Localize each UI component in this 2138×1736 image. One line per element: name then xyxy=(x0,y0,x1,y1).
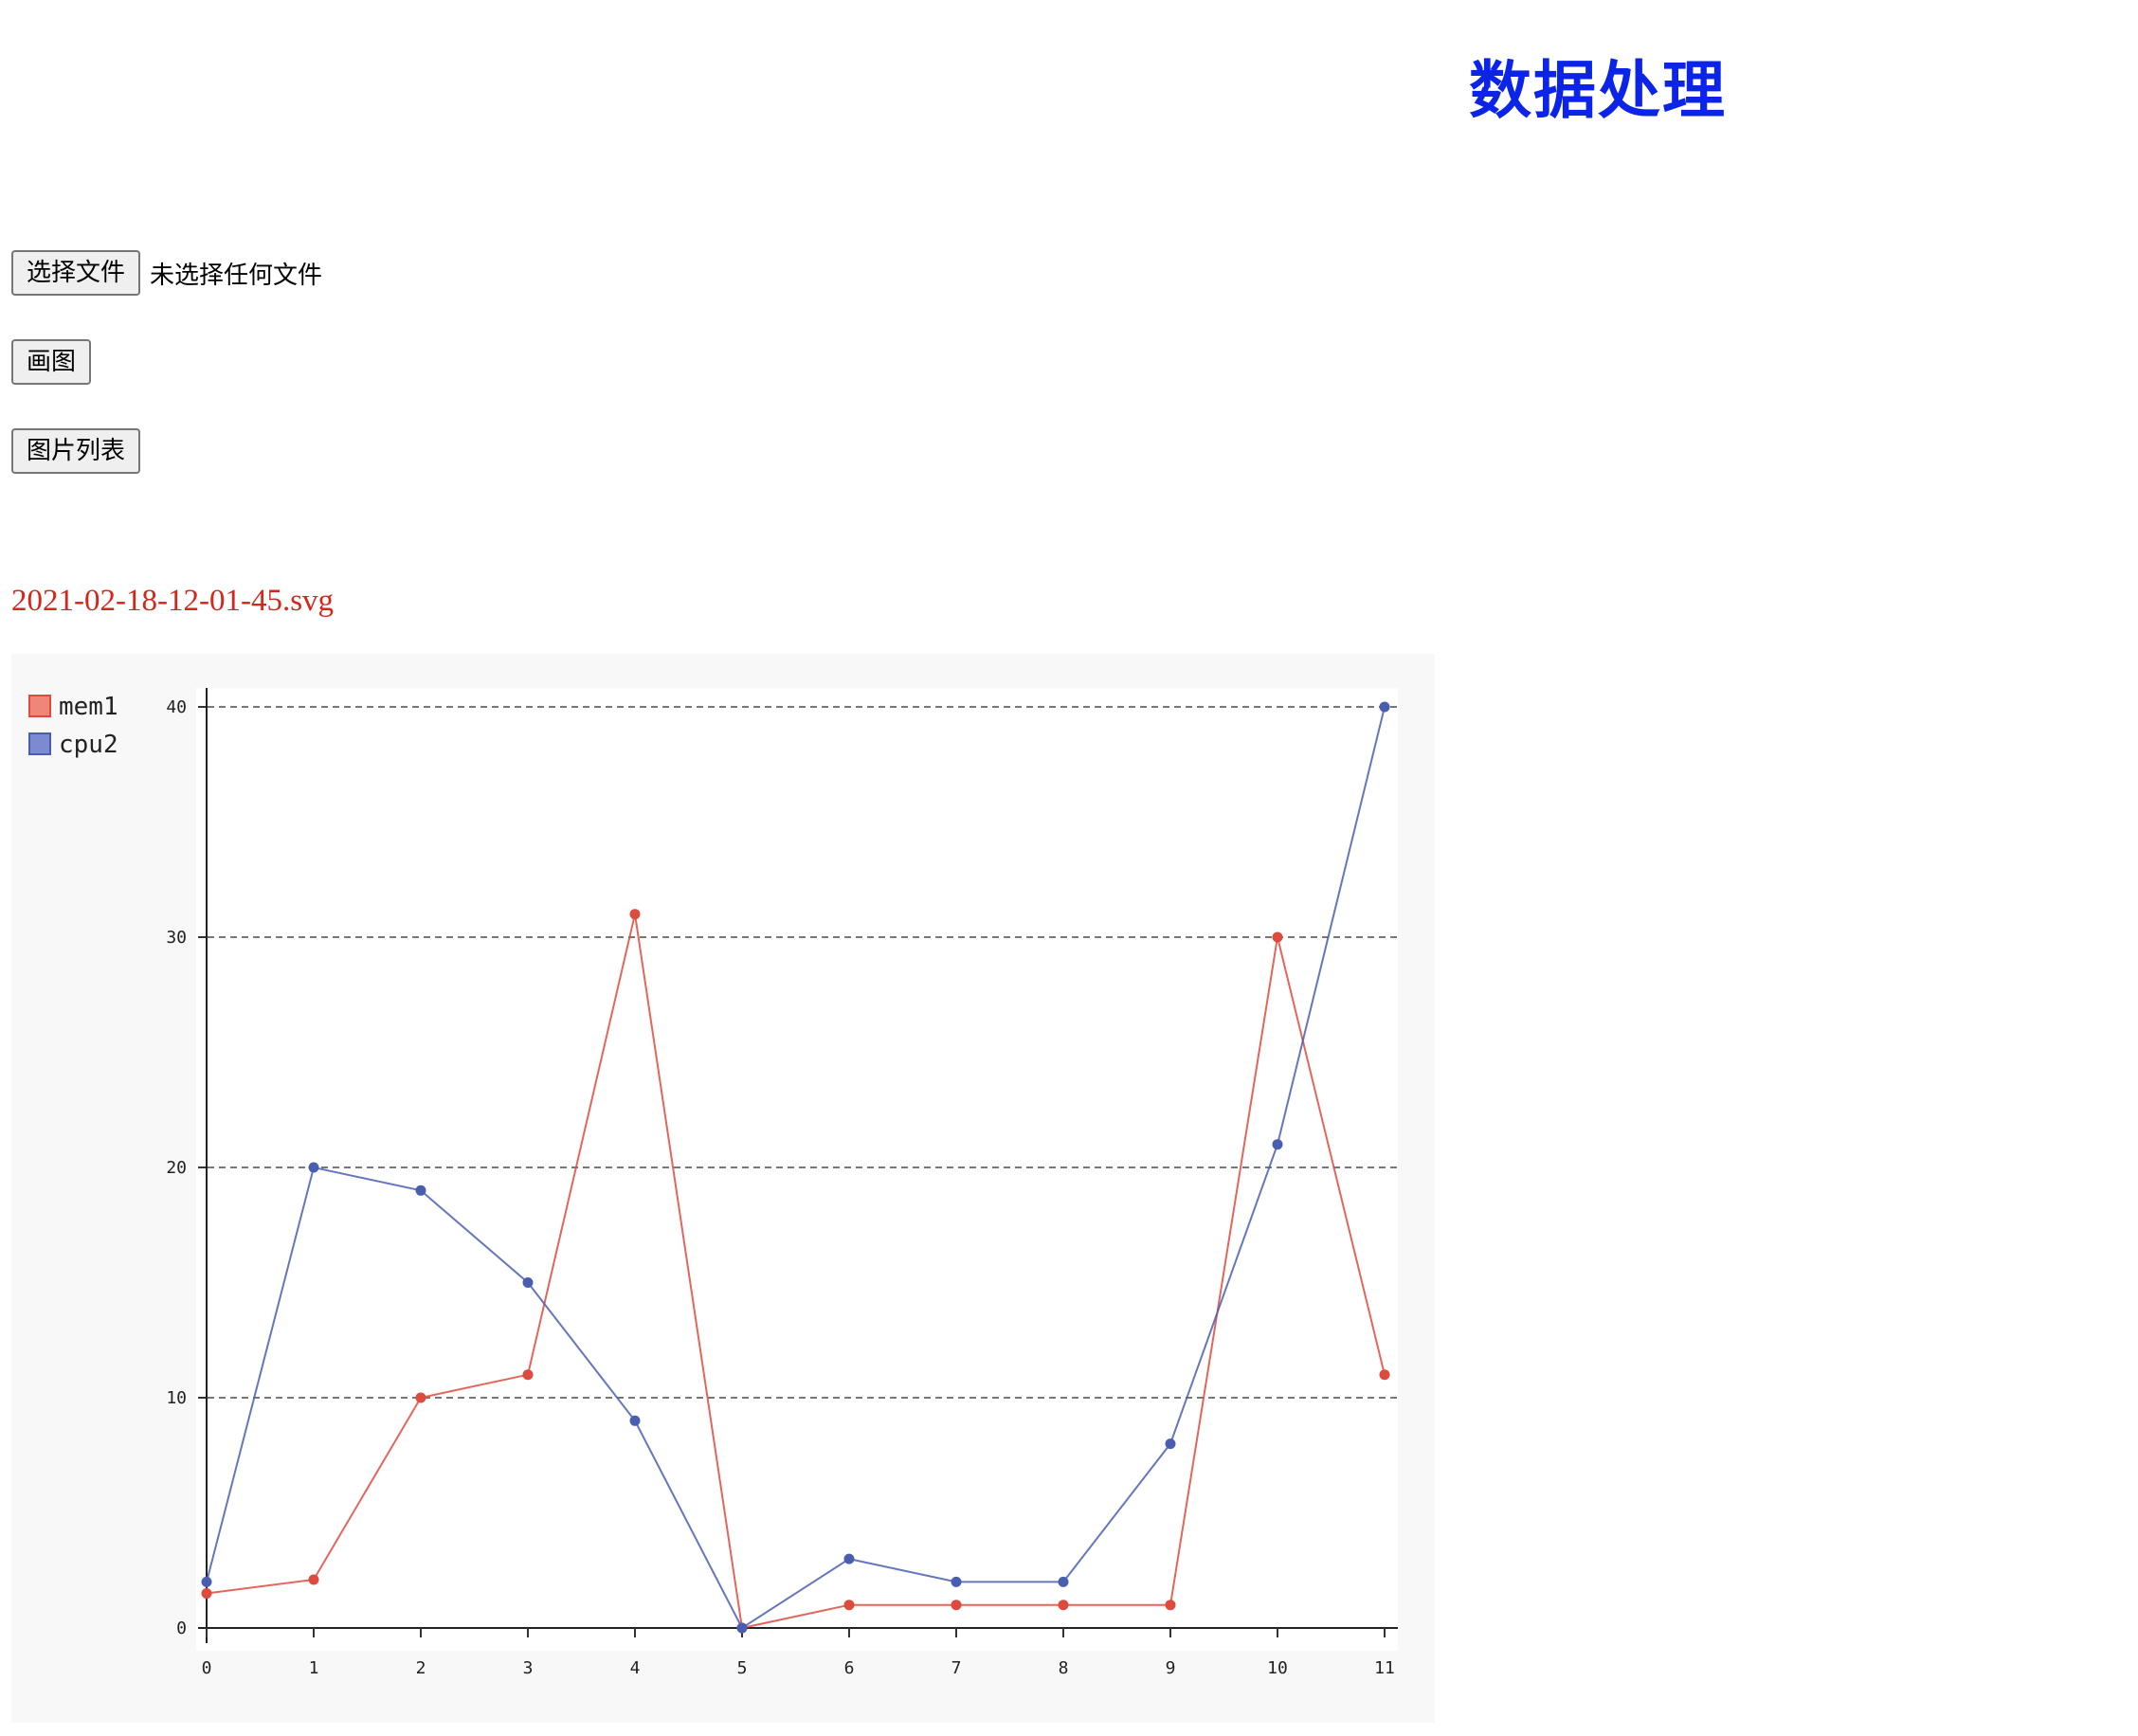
data-point-cpu2 xyxy=(951,1577,962,1587)
page-title: 数据处理 xyxy=(1469,40,1727,131)
data-point-mem1 xyxy=(951,1600,962,1610)
y-tick-label: 30 xyxy=(166,928,187,948)
file-status-text: 未选择任何文件 xyxy=(150,256,322,291)
file-picker: 选择文件 未选择任何文件 xyxy=(11,250,322,296)
data-point-cpu2 xyxy=(1059,1577,1069,1587)
legend-swatch-cpu2 xyxy=(29,733,50,754)
data-point-cpu2 xyxy=(202,1577,212,1587)
data-point-mem1 xyxy=(1059,1600,1069,1610)
chart-file-name: 2021-02-18-12-01-45.svg xyxy=(11,584,334,619)
legend-swatch-mem1 xyxy=(29,696,50,716)
data-point-mem1 xyxy=(202,1588,212,1599)
data-point-cpu2 xyxy=(630,1416,641,1426)
image-list-button[interactable]: 图片列表 xyxy=(11,428,140,474)
x-tick-label: 1 xyxy=(309,1658,319,1678)
legend-label-mem1: mem1 xyxy=(59,693,118,721)
y-tick-label: 10 xyxy=(166,1388,187,1408)
x-tick-label: 2 xyxy=(416,1658,426,1678)
data-point-mem1 xyxy=(523,1369,534,1380)
data-point-mem1 xyxy=(1273,932,1283,943)
data-point-mem1 xyxy=(416,1393,426,1403)
data-point-mem1 xyxy=(844,1600,855,1610)
data-point-cpu2 xyxy=(1166,1438,1176,1449)
x-tick-label: 11 xyxy=(1374,1658,1395,1678)
legend-label-cpu2: cpu2 xyxy=(59,731,118,759)
choose-file-button[interactable]: 选择文件 xyxy=(11,250,140,296)
x-tick-label: 7 xyxy=(951,1658,962,1678)
chart-container: 0 10 20 30 40 0 1 2 3 4 5 6 7 8 9 10 11 mem1 cpu2 xyxy=(11,654,1435,1723)
y-tick-label: 40 xyxy=(166,697,187,717)
x-tick-label: 4 xyxy=(630,1658,641,1678)
x-tick-label: 10 xyxy=(1267,1658,1288,1678)
x-tick-label: 5 xyxy=(737,1658,748,1678)
draw-chart-button[interactable]: 画图 xyxy=(11,339,91,385)
data-point-mem1 xyxy=(1166,1600,1176,1610)
x-tick-label: 3 xyxy=(523,1658,534,1678)
y-tick-label: 20 xyxy=(166,1158,187,1178)
data-point-cpu2 xyxy=(1273,1139,1283,1149)
x-tick-label: 0 xyxy=(202,1658,212,1678)
data-point-cpu2 xyxy=(844,1554,855,1564)
data-point-cpu2 xyxy=(309,1163,319,1173)
data-point-cpu2 xyxy=(1380,702,1390,713)
x-tick-label: 6 xyxy=(844,1658,855,1678)
plot-area xyxy=(196,688,1398,1651)
line-chart: 0 10 20 30 40 0 1 2 3 4 5 6 7 8 9 10 11 mem1 cpu2 xyxy=(11,654,1435,1723)
data-point-mem1 xyxy=(1380,1369,1390,1380)
data-point-cpu2 xyxy=(737,1623,748,1634)
x-tick-label: 8 xyxy=(1059,1658,1069,1678)
data-point-cpu2 xyxy=(523,1277,534,1288)
data-point-mem1 xyxy=(630,909,641,919)
y-tick-label: 0 xyxy=(176,1618,187,1638)
x-tick-label: 9 xyxy=(1166,1658,1176,1678)
data-point-cpu2 xyxy=(416,1185,426,1196)
data-point-mem1 xyxy=(309,1574,319,1584)
